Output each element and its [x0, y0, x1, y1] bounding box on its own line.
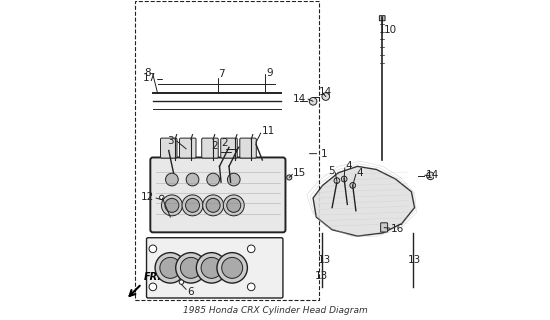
Circle shape	[202, 195, 224, 216]
Circle shape	[165, 198, 179, 212]
Circle shape	[175, 252, 206, 283]
Circle shape	[309, 98, 317, 105]
Circle shape	[180, 257, 201, 278]
Circle shape	[287, 175, 292, 180]
Text: 4: 4	[345, 161, 352, 171]
Polygon shape	[313, 166, 415, 236]
Text: 9: 9	[266, 68, 273, 78]
Text: 8: 8	[145, 68, 151, 78]
Text: 12: 12	[141, 192, 155, 203]
Text: 5: 5	[328, 166, 334, 176]
Circle shape	[222, 257, 243, 278]
Circle shape	[322, 93, 329, 100]
Circle shape	[149, 283, 157, 291]
Circle shape	[206, 198, 220, 212]
Circle shape	[196, 252, 227, 283]
FancyBboxPatch shape	[146, 238, 283, 298]
Text: 15: 15	[293, 168, 306, 178]
FancyBboxPatch shape	[161, 138, 177, 158]
FancyBboxPatch shape	[379, 16, 385, 21]
Circle shape	[342, 176, 347, 182]
Text: 10: 10	[383, 25, 397, 35]
Circle shape	[149, 245, 157, 252]
Circle shape	[186, 173, 199, 186]
FancyBboxPatch shape	[150, 157, 285, 232]
Circle shape	[160, 257, 181, 278]
Circle shape	[201, 257, 222, 278]
Circle shape	[334, 178, 340, 183]
Circle shape	[182, 195, 203, 216]
FancyBboxPatch shape	[381, 223, 388, 232]
FancyBboxPatch shape	[240, 138, 256, 158]
Text: 16: 16	[390, 224, 404, 234]
Text: 7: 7	[218, 69, 225, 79]
Circle shape	[350, 182, 355, 188]
Text: 14: 14	[426, 170, 439, 180]
FancyBboxPatch shape	[221, 138, 237, 158]
Circle shape	[227, 198, 241, 212]
Circle shape	[427, 172, 434, 180]
Circle shape	[185, 198, 200, 212]
Bar	[135, 1, 320, 300]
Text: 11: 11	[261, 126, 274, 136]
Circle shape	[217, 252, 248, 283]
Circle shape	[227, 173, 240, 186]
Circle shape	[223, 195, 244, 216]
Text: 13: 13	[315, 271, 328, 281]
Text: 1: 1	[321, 149, 328, 159]
Text: 2: 2	[221, 138, 227, 148]
Circle shape	[248, 283, 255, 291]
Text: 17: 17	[143, 74, 156, 84]
Text: 4: 4	[356, 168, 363, 178]
Text: 6: 6	[187, 287, 194, 297]
Text: 2: 2	[211, 141, 218, 151]
FancyBboxPatch shape	[179, 138, 196, 158]
FancyBboxPatch shape	[202, 138, 218, 158]
Text: 14: 14	[293, 94, 306, 104]
Text: 13: 13	[318, 255, 331, 265]
Circle shape	[166, 173, 178, 186]
Circle shape	[248, 245, 255, 252]
Circle shape	[179, 280, 184, 284]
Text: 14: 14	[319, 87, 332, 97]
Circle shape	[162, 195, 183, 216]
Text: 1985 Honda CRX Cylinder Head Diagram: 1985 Honda CRX Cylinder Head Diagram	[183, 307, 367, 316]
Circle shape	[207, 173, 219, 186]
Circle shape	[155, 252, 185, 283]
Text: FR.: FR.	[144, 272, 161, 282]
Circle shape	[160, 195, 164, 200]
Text: 3: 3	[167, 136, 173, 146]
Text: 13: 13	[408, 255, 421, 265]
